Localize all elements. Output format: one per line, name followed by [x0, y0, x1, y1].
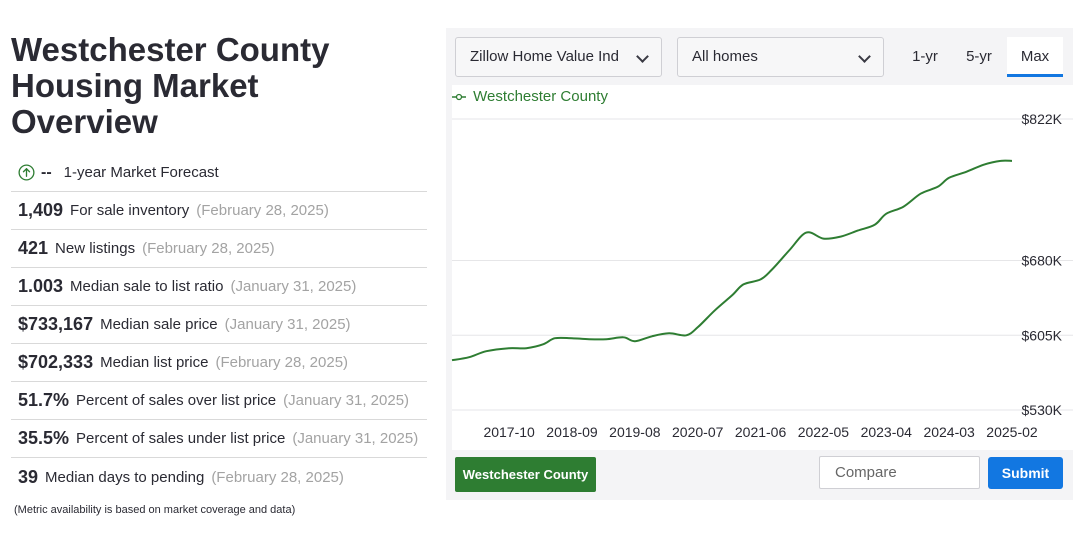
metric-date: (February 28, 2025) [215, 354, 349, 371]
metric-row: 1.003 Median sale to list ratio (January 3… [11, 268, 427, 306]
range-tab-1yr[interactable]: 1-yr [912, 48, 938, 65]
metric-value: 1,409 [18, 200, 64, 220]
forecast-label: 1-year Market Forecast [63, 164, 219, 181]
y-tick-label: $605K [1022, 327, 1063, 343]
range-tab-5yr[interactable]: 5-yr [966, 48, 992, 65]
x-tick-label: 2021-06 [735, 424, 787, 440]
metric-row: 39 Median days to pending (February 28, 20… [11, 458, 427, 496]
x-tick-label: 2025-02 [986, 424, 1038, 440]
legend-line-icon [452, 93, 466, 101]
metric-date: (February 28, 2025) [142, 240, 275, 257]
metric-value: 51.7% [18, 390, 70, 410]
x-tick-label: 2018-09 [546, 424, 598, 440]
title-line: Housing Market [11, 67, 259, 104]
metric-row: 421 New listings (February 28, 2025) [11, 230, 427, 268]
x-tick-label: 2017-10 [483, 424, 535, 440]
y-tick-label: $530K [1022, 402, 1063, 418]
metric-select-value: Zillow Home Value Ind [470, 48, 619, 65]
title-line: Overview [11, 103, 158, 140]
submit-button[interactable]: Submit [988, 457, 1063, 489]
range-tab-max[interactable]: Max [1007, 37, 1063, 77]
metric-select[interactable]: Zillow Home Value Ind [455, 37, 662, 77]
metric-label: Percent of sales over list price [76, 392, 277, 409]
metric-date: (January 31, 2025) [230, 278, 357, 295]
home-type-select[interactable]: All homes [677, 37, 884, 77]
home-type-select-value: All homes [692, 48, 758, 65]
metric-date: (February 28, 2025) [196, 202, 329, 219]
metric-row: $702,333 Median list price (February 28, 2… [11, 344, 427, 382]
county-button[interactable]: Westchester County [455, 457, 596, 492]
x-tick-label: 2019-08 [609, 424, 661, 440]
metric-date: (January 31, 2025) [224, 316, 351, 333]
metric-value: 1.003 [18, 276, 64, 296]
page-title: Westchester County Housing Market Overvi… [11, 32, 431, 140]
metric-label: New listings [55, 240, 136, 257]
metric-row: 35.5% Percent of sales under list price (J… [11, 420, 427, 458]
x-tick-label: 2020-07 [672, 424, 724, 440]
metric-row: 51.7% Percent of sales over list price (Ja… [11, 382, 427, 420]
metric-value: $702,333 [18, 352, 94, 372]
forecast-row: -- 1-year Market Forecast [11, 154, 427, 192]
metric-date: (February 28, 2025) [211, 468, 344, 486]
y-tick-label: $680K [1022, 253, 1063, 269]
metric-label: Median days to pending [45, 468, 205, 486]
metric-row: 1,409 For sale inventory (February 28, 202… [11, 192, 427, 230]
series-line [451, 159, 1013, 362]
metric-label: Median sale price [100, 316, 218, 333]
market-metrics-list: -- 1-year Market Forecast 1,409 For sale … [11, 154, 427, 496]
forecast-value: -- [41, 163, 52, 181]
metric-value: 39 [18, 466, 39, 487]
metric-value: $733,167 [18, 314, 94, 334]
metric-date: (January 31, 2025) [292, 430, 419, 447]
metric-footnote: (Metric availability is based on market … [14, 504, 296, 516]
legend-series-name: Westchester County [473, 88, 608, 105]
chart-area [452, 85, 1073, 450]
metric-label: Median sale to list ratio [70, 278, 224, 295]
compare-input[interactable] [819, 456, 980, 489]
metric-label: For sale inventory [70, 202, 190, 219]
metric-label: Median list price [100, 354, 209, 371]
arrow-up-circle-icon [18, 164, 35, 181]
x-tick-label: 2024-03 [923, 424, 975, 440]
x-tick-label: 2023-04 [861, 424, 913, 440]
chart-legend: Westchester County [452, 88, 608, 105]
metric-label: Percent of sales under list price [76, 430, 286, 447]
metric-value: 421 [18, 238, 49, 258]
metric-row: $733,167 Median sale price (January 31, 20… [11, 306, 427, 344]
metric-value: 35.5% [18, 428, 70, 448]
metric-date: (January 31, 2025) [283, 392, 410, 409]
title-line: Westchester County [11, 31, 330, 68]
y-tick-label: $822K [1022, 111, 1063, 127]
x-tick-label: 2022-05 [798, 424, 850, 440]
